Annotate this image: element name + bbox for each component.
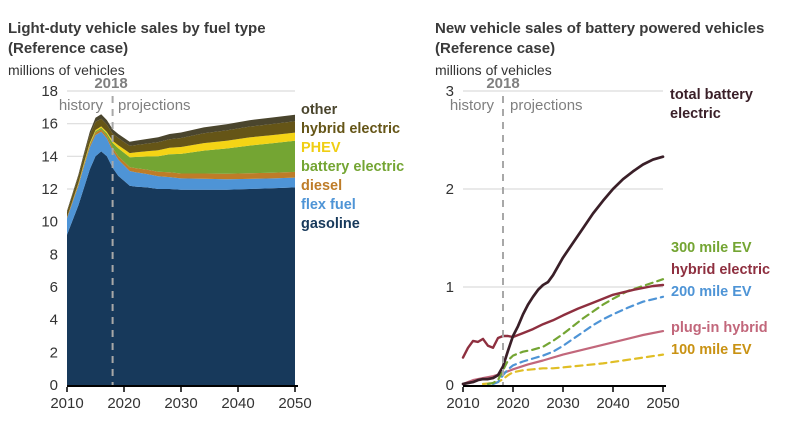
legend-item-200-mile-EV: 200 mile EV [671,284,752,300]
line-hybrid-electric [461,283,665,359]
right-chart-title-line1: New vehicle sales of battery powered veh… [435,20,765,37]
legend-item-100-mile-EV: 100 mile EV [671,342,752,358]
y-tick-label-10: 10 [41,214,58,231]
x-tick-label-2030: 2030 [164,395,197,412]
total-label-line2: electric [670,106,721,122]
y-tick-label-6: 6 [50,279,58,296]
area-other [67,114,295,213]
y-tick-label-0: 0 [50,377,58,394]
total-label-line1: total battery [670,87,753,103]
left-history-label: history [58,97,103,114]
right-chart-svg: 2010 2020 2030 2040 2050 0 1 2 3 [446,83,680,412]
left-chart-title-line2: (Reference case) [8,40,129,57]
left-chart-title-line1: Light-duty vehicle sales by fuel type [8,20,266,37]
x-tick-label-2050: 2050 [278,395,311,412]
x-tick-label-2020: 2020 [496,395,529,412]
line-plug-in-hybrid [461,330,665,386]
left-projections-label: projections [118,97,191,114]
x-tick-label-2050: 2050 [646,395,679,412]
line-300-mile-EV [486,278,665,386]
y-tick-label-16: 16 [41,116,58,133]
left-chart-svg: 2010 2020 2030 2040 2050 0 2 4 6 8 10 12 14 16 18 [41,83,311,412]
area-gasoline [67,151,295,385]
y-tick-label-14: 14 [41,148,58,165]
right-chart-unit-label: millions of vehicles [435,62,552,78]
area-battery-electric [67,127,295,218]
right-legend-total-battery-electric: total battery electric [670,86,753,124]
x-tick-label-2010: 2010 [446,395,479,412]
x-tick-label-2040: 2040 [221,395,254,412]
area-hybrid-electric [67,118,295,218]
y-tick-label-2: 2 [446,181,454,198]
right-history-label: history [449,97,494,114]
legend-item-diesel: diesel [301,178,343,194]
legend-item-battery-electric: battery electric [301,159,405,175]
y-tick-label-1: 1 [446,279,454,296]
y-tick-label-18: 18 [41,83,58,100]
legend-item-hybrid-electric: hybrid electric [301,121,401,137]
y-tick-label-8: 8 [50,246,58,263]
legend-item-300-mile-EV: 300 mile EV [671,240,752,256]
y-tick-label-0: 0 [446,377,454,394]
area-diesel [67,129,295,219]
area-PHEV [67,126,295,218]
x-tick-label-2030: 2030 [546,395,579,412]
legend-item-gasoline: gasoline [301,216,360,232]
y-tick-label-4: 4 [50,312,58,329]
left-chart-unit-label: millions of vehicles [8,62,125,78]
legend-item-plug-in-hybrid: plug-in hybrid [671,320,768,336]
right-projections-label: projections [510,97,583,114]
line-total-battery-electric [461,155,665,386]
legend-item-flex-fuel: flex fuel [301,197,356,213]
legend-item-hybrid-electric: hybrid electric [671,262,771,278]
area-flex-fuel [67,131,295,235]
right-year-marker-label: 2018 [486,75,520,92]
x-tick-label-2010: 2010 [50,395,83,412]
left-chart-legend: other hybrid electric PHEV battery electric… [301,101,404,234]
left-year-marker-label: 2018 [94,75,128,92]
y-tick-label-3: 3 [446,83,454,100]
x-tick-label-2040: 2040 [596,395,629,412]
legend-item-PHEV: PHEV [301,140,341,156]
right-chart-title-line2: (Reference case) [435,40,556,57]
y-tick-label-2: 2 [50,344,58,361]
x-tick-label-2020: 2020 [107,395,140,412]
y-tick-label-12: 12 [41,181,58,198]
line-100-mile-EV [481,353,665,386]
legend-item-other: other [301,102,338,118]
